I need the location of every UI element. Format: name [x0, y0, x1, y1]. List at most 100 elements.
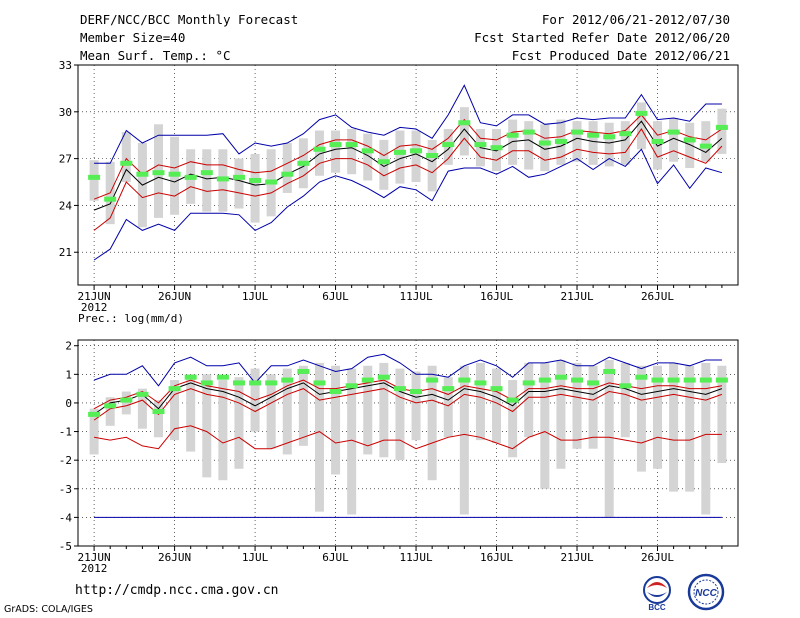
prec-xtick-label: 11JUL — [399, 551, 432, 564]
prec-envelope-min-line — [94, 425, 722, 450]
chart-title: DERF/NCC/BCC Monthly Forecast — [80, 12, 299, 27]
prec-ensemble-marker — [667, 377, 680, 383]
temp-panel: 21 24 27 30 33 21JUN 26JUN 1JUL 6JUL 11JUL 16JUL 21… — [59, 59, 739, 314]
prec-ensemble-box — [459, 365, 469, 515]
temp-spread-lower-line — [93, 128, 723, 231]
temp-ensemble-marker — [152, 170, 165, 176]
prec-ytick-label: 0 — [65, 397, 72, 410]
temp-spread-upper-line — [93, 114, 723, 200]
temp-ensemble-box — [331, 130, 341, 173]
prec-ensemble-box — [89, 408, 99, 455]
prec-ensemble-box — [347, 368, 357, 515]
prec-year-label: 2012 — [81, 562, 108, 575]
member-size-label: Member Size=40 — [80, 30, 186, 45]
prec-ensemble-box — [314, 362, 324, 512]
temp-ensemble-box — [427, 139, 437, 192]
temp-ensemble-marker — [216, 176, 229, 182]
prec-ensemble-marker — [297, 368, 310, 374]
prec-ensemble-marker — [393, 386, 406, 392]
temp-ensemble-marker — [104, 196, 117, 202]
prec-envelope-max-line — [93, 353, 722, 387]
temp-ensemble-marker — [393, 149, 406, 155]
prec-ensemble-marker — [168, 386, 181, 392]
temp-xtick-label: 21JUN — [78, 290, 111, 303]
prec-ensemble-marker — [265, 380, 278, 386]
temp-ensemble-box — [411, 130, 421, 183]
temp-ensemble-box — [250, 153, 260, 223]
prec-ensemble-marker — [281, 377, 294, 383]
temp-ensemble-marker — [538, 140, 551, 146]
temp-ensemble-marker — [571, 129, 584, 135]
source-url[interactable]: http://cmdp.ncc.cma.gov.cn — [75, 583, 279, 598]
temp-ensemble-box — [395, 130, 405, 184]
prec-ensemble-box — [492, 368, 502, 443]
prec-ensemble-box — [443, 377, 453, 438]
prec-ensemble-marker — [699, 377, 712, 383]
prec-xtick-label: 26JUL — [641, 551, 674, 564]
temp-ensemble-marker — [522, 129, 535, 135]
temp-ensemble-marker — [619, 131, 632, 137]
prec-ytick-label: -1 — [59, 426, 72, 439]
temp-ensemble-marker — [699, 143, 712, 149]
temp-ytick-label: 21 — [59, 246, 72, 259]
temp-ensemble-box — [572, 121, 582, 162]
temp-ytick-label: 27 — [59, 153, 72, 166]
prec-ensemble-marker — [715, 377, 728, 383]
temp-xtick-label: 1JUL — [242, 290, 269, 303]
temperature-variable-label: Mean Surf. Temp.: °C — [80, 48, 231, 63]
temp-frame — [77, 64, 739, 286]
prec-ensemble-box — [202, 374, 212, 478]
prec-ensemble-marker — [474, 380, 487, 386]
prec-ensemble-marker — [410, 389, 423, 394]
temp-ensemble-box — [620, 121, 630, 165]
temp-ensemble-box — [669, 118, 679, 162]
temp-ensemble-box — [202, 149, 212, 212]
temp-ensemble-marker — [184, 174, 197, 180]
temp-ensemble-marker — [200, 170, 213, 176]
temp-envelope-min-line — [93, 148, 723, 261]
prec-ytick-label: 2 — [65, 340, 72, 353]
temp-ensemble-box — [685, 122, 695, 168]
prec-ytick-label: -5 — [59, 540, 72, 553]
temp-ensemble-marker — [297, 160, 310, 166]
prec-ensemble-marker — [603, 368, 616, 374]
temp-ensemble-box — [459, 107, 469, 156]
temp-ensemble-marker — [329, 142, 342, 148]
prec-ytick-label: -3 — [59, 483, 72, 496]
temp-ensemble-marker — [232, 174, 245, 180]
prec-ensemble-marker — [426, 377, 439, 383]
temp-xtick-label: 16JUL — [480, 290, 513, 303]
prec-ensemble-box — [170, 380, 180, 441]
prec-ensemble-marker — [184, 374, 197, 380]
temp-ensemble-box — [636, 102, 646, 150]
prec-ensemble-box — [604, 360, 614, 518]
temp-ensemble-box — [717, 108, 727, 154]
prec-ensemble-box — [379, 362, 389, 458]
prec-ensemble-box — [218, 380, 228, 481]
temp-ensemble-marker — [474, 142, 487, 148]
forecast-range-label: For 2012/06/21-2012/07/30 — [541, 12, 730, 27]
bcc-logo: BCC — [643, 576, 671, 612]
temp-ensemble-box — [314, 130, 324, 176]
prec-ensemble-marker — [442, 386, 455, 392]
temp-year-label: 2012 — [81, 301, 108, 314]
prec-ensemble-marker — [249, 380, 262, 386]
prec-ensemble-marker — [587, 380, 600, 386]
prec-ensemble-box — [266, 374, 276, 449]
prec-xtick-label: 26JUN — [158, 551, 191, 564]
prec-xtick-label: 21JUL — [560, 551, 593, 564]
prec-ensemble-marker — [88, 411, 101, 417]
temp-mean-line — [93, 120, 723, 211]
prec-ensemble-box — [475, 362, 485, 441]
prec-ensemble-marker — [120, 397, 133, 403]
temp-ensemble-marker — [715, 124, 728, 130]
prec-ensemble-box — [572, 362, 582, 449]
temp-ensemble-marker — [490, 145, 503, 151]
prec-ensemble-box — [427, 365, 437, 481]
prec-ensemble-box — [636, 365, 646, 472]
prec-spread-lower-line — [93, 388, 723, 421]
ncc-logo: NCC — [687, 573, 725, 611]
temp-ensemble-box — [701, 121, 711, 162]
temp-ensemble-box — [282, 143, 292, 193]
